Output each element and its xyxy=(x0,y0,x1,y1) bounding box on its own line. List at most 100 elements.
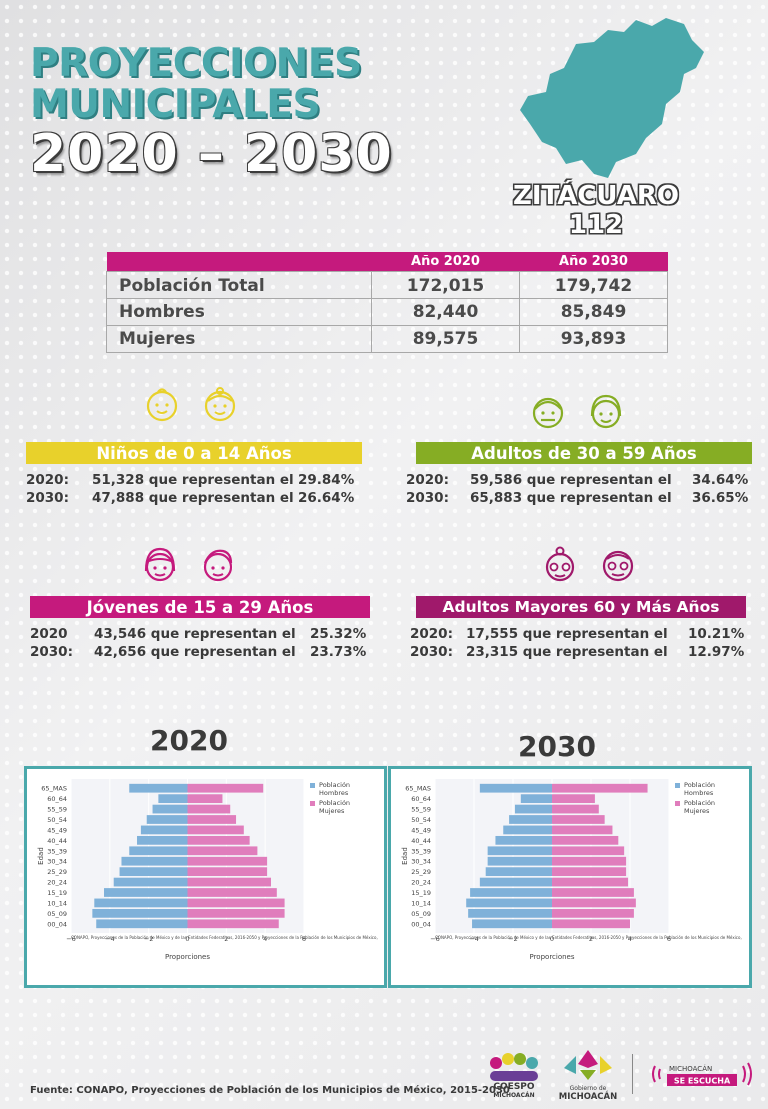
municipality-map-icon xyxy=(520,18,704,178)
pyramid-bar xyxy=(121,856,188,866)
table-row: Mujeres 89,575 93,893 xyxy=(106,324,668,353)
legend-label: Población xyxy=(319,799,350,807)
pyramid-bar xyxy=(187,898,285,908)
y-axis-label: Edad xyxy=(37,847,45,865)
age-tick-label: 00_04 xyxy=(47,920,67,928)
title-years: 2020 – 2030 xyxy=(30,124,393,184)
stat-text: 17,555 que representan el xyxy=(466,626,668,642)
x-tick-label: −2 xyxy=(144,935,154,943)
group-adultos: Adultos de 30 a 59 Años 2020: 59,586 que… xyxy=(406,442,752,508)
table-header-row: Año 2020 Año 2030 xyxy=(106,252,668,271)
pyramid-bar xyxy=(187,888,277,897)
pyramid-chart-2020: 00_04 05_09 10_14 15_19 20_24 25_29 30_34 35_39… xyxy=(24,766,387,988)
coespo-logo: COESPO MICHOACÁN xyxy=(490,1053,538,1099)
pyramid-year-2020: 2020 xyxy=(150,724,228,757)
group-banner: Niños de 0 a 14 Años xyxy=(26,442,362,464)
age-tick-label: 30_34 xyxy=(411,858,431,866)
pyramid-bar xyxy=(129,846,188,856)
pyramid-bar xyxy=(552,898,636,908)
pyramid-bar xyxy=(187,794,223,804)
stat-row: 2030: 23,315 que representan el 12.97% xyxy=(410,644,746,662)
row-value-2020: 82,440 xyxy=(371,297,520,326)
adults-icons xyxy=(528,392,626,432)
baby-boy-icon xyxy=(146,388,178,422)
municipality-code: 112 xyxy=(568,209,624,240)
gobierno-logo-bottom: MICHOACÁN xyxy=(559,1090,617,1102)
legend-swatch xyxy=(675,783,680,788)
stat-row: 2020: 59,586 que representan el 34.64% xyxy=(406,472,752,490)
group-stats: 2020: 59,586 que representan el 34.64% 2… xyxy=(406,472,752,508)
group-ninos: Niños de 0 a 14 Años 2020: 51,328 que re… xyxy=(26,442,362,508)
municipality-name: ZITÁCUARO xyxy=(512,181,679,211)
elderly-man-icon xyxy=(602,550,634,582)
stat-percent: 25.32% xyxy=(310,626,367,642)
age-tick-label: 45_49 xyxy=(411,826,431,834)
title-line-1: PROYECCIONES xyxy=(30,41,362,86)
x-tick-label: 6 xyxy=(667,935,671,943)
footer-source: Fuente: CONAPO, Proyecciones de Població… xyxy=(30,1085,510,1096)
baby-girl-icon xyxy=(204,387,236,422)
age-tick-label: 55_59 xyxy=(411,806,431,814)
x-tick-label: 2 xyxy=(589,935,593,943)
children-icons xyxy=(142,384,240,424)
row-label: Población Total xyxy=(106,270,372,299)
age-tick-label: 50_54 xyxy=(47,816,67,824)
pyramid-bar xyxy=(129,783,188,793)
youth-icons xyxy=(140,545,238,585)
row-value-2020: 89,575 xyxy=(371,324,520,353)
stat-percent: 23.73% xyxy=(310,644,367,660)
table-header-2020: Año 2020 xyxy=(371,252,520,271)
pyramid-bar xyxy=(552,815,605,824)
legend-label: Hombres xyxy=(684,789,714,797)
pyramid-bar xyxy=(187,835,250,845)
legend-label: Mujeres xyxy=(684,807,710,815)
x-tick-label: 6 xyxy=(302,935,306,943)
pyramid-bar xyxy=(96,919,188,929)
pyramid-bar xyxy=(113,877,188,887)
group-stats: 2020 43,546 que representan el 25.32% 20… xyxy=(30,626,370,662)
stat-percent: 10.21% xyxy=(688,626,745,642)
pyramid-bar xyxy=(552,825,613,835)
pyramid-bar xyxy=(470,888,552,897)
stat-year: 2030: xyxy=(406,490,449,506)
age-tick-label: 35_39 xyxy=(411,847,431,855)
pyramid-bar xyxy=(468,908,552,918)
elderly-woman-icon xyxy=(545,546,575,582)
row-value-2030: 85,849 xyxy=(519,297,668,326)
pyramid-bar xyxy=(552,846,625,856)
pyramid-bar xyxy=(137,835,188,845)
legend-label: Población xyxy=(684,799,715,807)
adult-woman-icon xyxy=(590,394,622,429)
source-note: CONAPO, Proyecciones de la Población de … xyxy=(435,935,742,940)
age-tick-label: 25_29 xyxy=(411,868,431,876)
pyramid-bar xyxy=(503,825,552,835)
stat-percent: 26.64% xyxy=(298,490,355,506)
stat-year: 2020: xyxy=(410,626,453,642)
x-tick-label: −6 xyxy=(430,935,440,943)
legend-label: Población xyxy=(319,781,350,789)
pyramid-bar xyxy=(187,867,268,877)
pyramid-bar xyxy=(552,794,595,804)
stat-year: 2020: xyxy=(26,472,69,488)
pyramid-bar xyxy=(466,898,552,908)
pyramid-svg-2020: 00_04 05_09 10_14 15_19 20_24 25_29 30_34 35_39… xyxy=(37,779,378,961)
legend-swatch xyxy=(310,783,315,788)
group-jovenes: Jóvenes de 15 a 29 Años 2020 43,546 que … xyxy=(30,596,370,662)
pyramid-bar xyxy=(509,815,552,824)
pyramid-bar xyxy=(552,804,599,814)
pyramid-bar xyxy=(552,877,629,887)
age-tick-label: 25_29 xyxy=(47,868,67,876)
source-note: CONAPO, Proyecciones de la Población de … xyxy=(71,935,378,940)
legend-label: Hombres xyxy=(319,789,349,797)
logo-row: COESPO MICHOACÁN Gobierno de MICHOACÁN M… xyxy=(484,1046,757,1102)
stat-year: 2030: xyxy=(410,644,453,660)
pyramid-bar xyxy=(187,804,231,814)
stat-row: 2030: 47,888 que representan el 26.64% xyxy=(26,490,362,508)
pyramid-bar xyxy=(520,794,552,804)
young-woman-icon xyxy=(144,547,176,582)
pyramid-bar xyxy=(104,888,188,897)
pyramid-bar xyxy=(152,804,188,814)
pyramid-bar xyxy=(552,919,630,929)
stat-row: 2030: 65,883 que representan el 36.65% xyxy=(406,490,752,508)
table-row: Población Total 172,015 179,742 xyxy=(106,270,668,299)
